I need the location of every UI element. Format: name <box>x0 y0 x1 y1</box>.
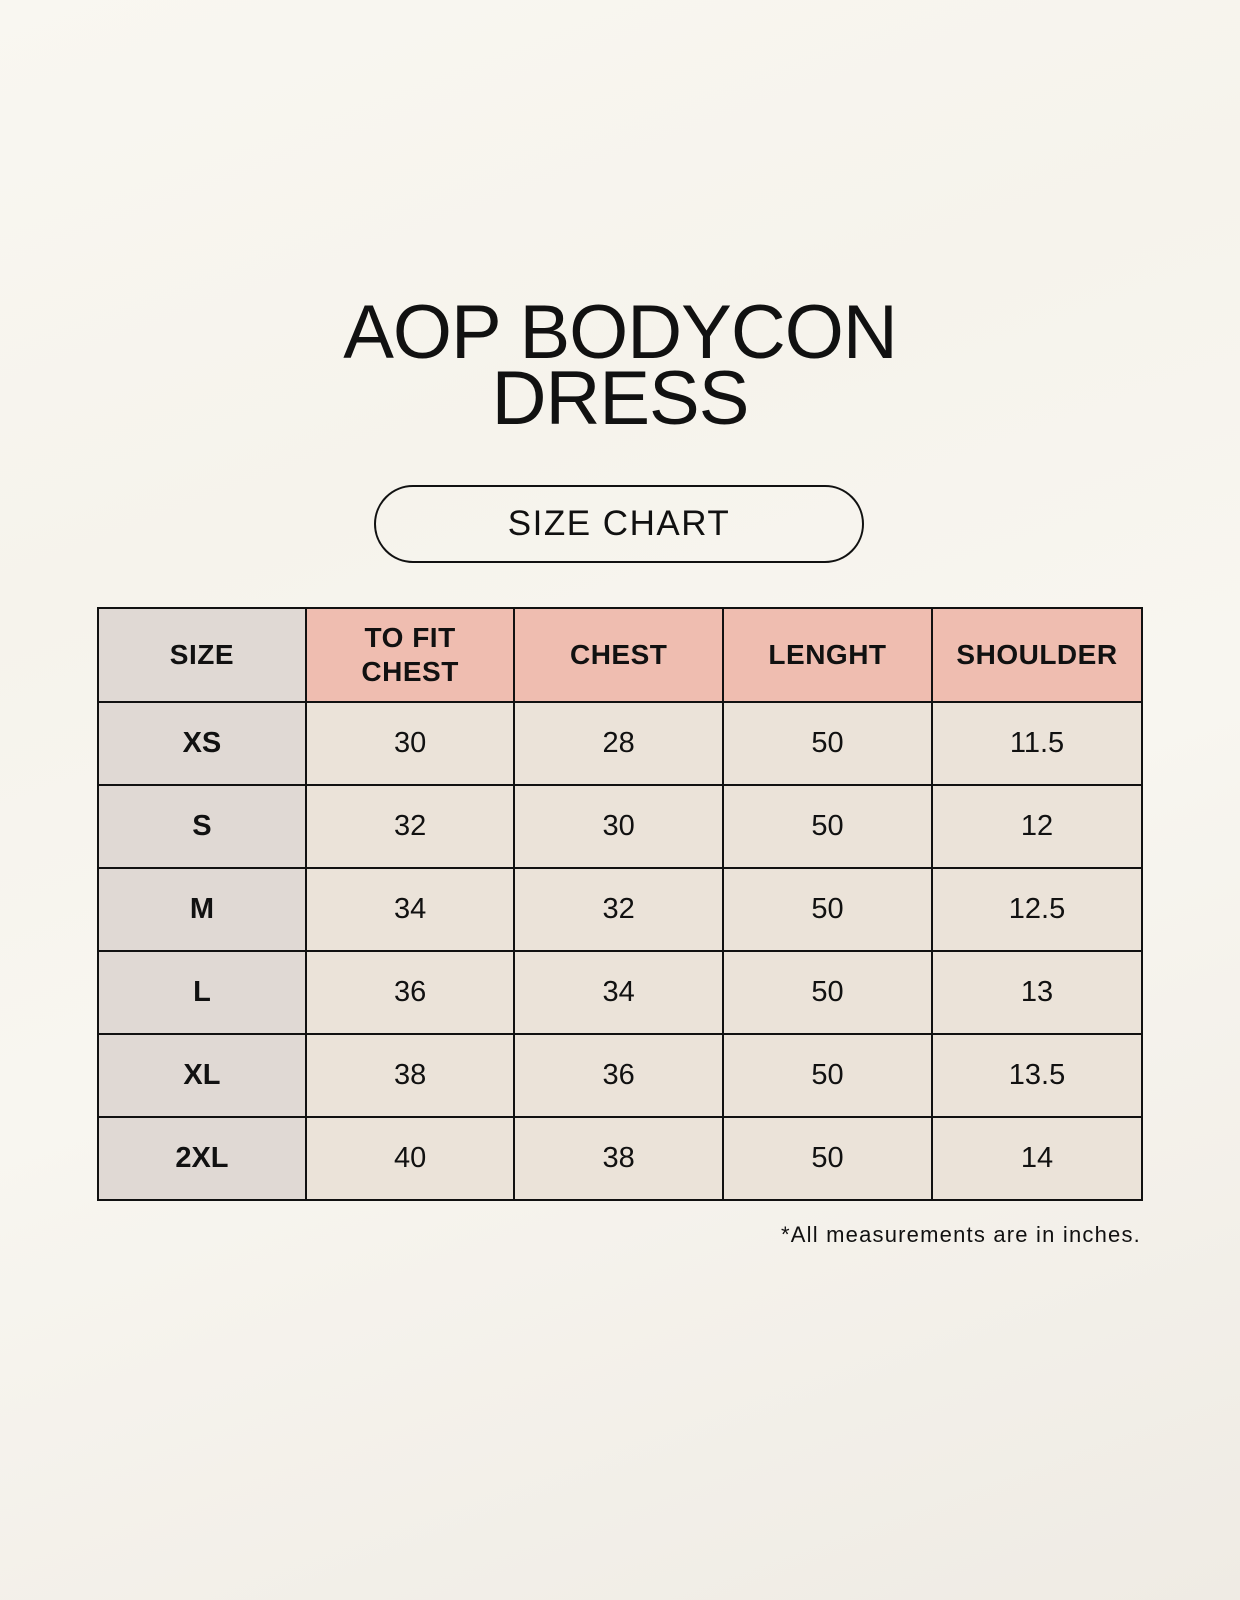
measurement-cell: 38 <box>513 1116 724 1201</box>
measurement-cell: 34 <box>304 867 516 952</box>
measurement-cell: 38 <box>304 1033 516 1118</box>
table-row: M 34 32 50 12.5 <box>97 867 1144 952</box>
table-header-row: SIZE TO FIT CHEST CHEST LENGHT SHOULDER <box>97 607 1144 703</box>
column-header: SHOULDER <box>930 607 1144 703</box>
title-line-2: DRESS <box>491 356 750 441</box>
measurement-cell: 12.5 <box>930 867 1144 952</box>
measurement-cell: 32 <box>304 784 516 869</box>
measurement-cell: 50 <box>721 867 933 952</box>
measurement-cell: 30 <box>304 701 516 786</box>
measurement-cell: 34 <box>513 950 724 1035</box>
column-header: TO FIT CHEST <box>304 607 516 703</box>
measurement-cell: 50 <box>721 1033 933 1118</box>
measurement-cell: 28 <box>513 701 724 786</box>
measurement-cell: 50 <box>721 950 933 1035</box>
table-row: 2XL 40 38 50 14 <box>97 1116 1144 1201</box>
size-label-cell: S <box>97 784 307 869</box>
measurement-cell: 11.5 <box>930 701 1144 786</box>
size-label-cell: 2XL <box>97 1116 307 1201</box>
size-label-cell: M <box>97 867 307 952</box>
table-row: XL 38 36 50 13.5 <box>97 1033 1144 1118</box>
measurement-cell: 36 <box>304 950 516 1035</box>
size-chart-label: SIZE CHART <box>507 504 731 543</box>
footnote: *All measurements are in inches. <box>781 1222 1141 1247</box>
size-table: SIZE TO FIT CHEST CHEST LENGHT SHOULDER XS 30… <box>97 607 1144 1201</box>
size-chart-badge: SIZE CHART <box>374 485 864 563</box>
size-label-cell: L <box>97 950 307 1035</box>
measurement-cell: 12 <box>930 784 1144 869</box>
table-row: L 36 34 50 13 <box>97 950 1144 1035</box>
column-header: LENGHT <box>721 607 933 703</box>
measurement-cell: 14 <box>930 1116 1144 1201</box>
column-header: CHEST <box>513 607 724 703</box>
measurement-cell: 13 <box>930 950 1144 1035</box>
measurement-cell: 50 <box>721 1116 933 1201</box>
table-row: S 32 30 50 12 <box>97 784 1144 869</box>
column-header: SIZE <box>97 607 307 703</box>
measurement-cell: 50 <box>721 701 933 786</box>
measurement-cell: 13.5 <box>930 1033 1144 1118</box>
measurement-cell: 36 <box>513 1033 724 1118</box>
title-line-1: AOP BODYCON <box>343 290 898 375</box>
size-label-cell: XS <box>97 701 307 786</box>
size-label-cell: XL <box>97 1033 307 1118</box>
table-row: XS 30 28 50 11.5 <box>97 701 1144 786</box>
measurement-cell: 32 <box>513 867 724 952</box>
measurement-cell: 50 <box>721 784 933 869</box>
measurement-cell: 40 <box>304 1116 516 1201</box>
measurement-cell: 30 <box>513 784 724 869</box>
page-title: AOP BODYCON DRESS <box>0 290 1240 441</box>
